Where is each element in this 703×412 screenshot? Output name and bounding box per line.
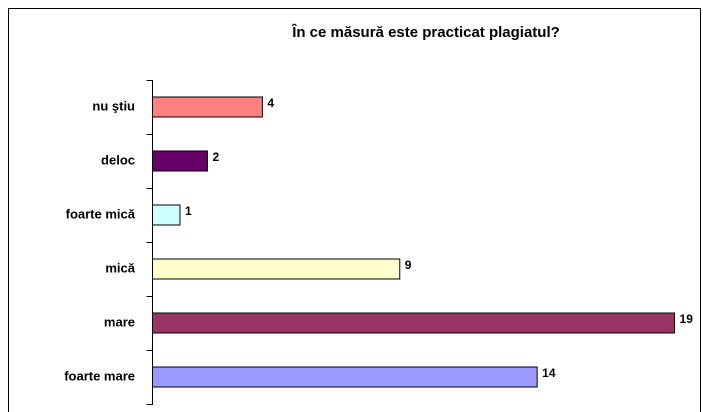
value-label: 9 <box>405 258 412 272</box>
bar <box>152 258 401 280</box>
y-tick-label: mică <box>105 260 135 275</box>
y-tick-label: foarte mică <box>66 206 136 221</box>
y-tick-label: deloc <box>101 152 135 167</box>
bar <box>152 312 676 334</box>
chart-border <box>8 8 701 412</box>
bar <box>152 366 538 388</box>
bar <box>152 96 263 118</box>
y-tick-label: mare <box>104 314 135 329</box>
value-label: 14 <box>542 366 556 380</box>
bar <box>152 204 181 226</box>
value-label: 2 <box>212 150 219 164</box>
y-tick-label: foarte mare <box>64 368 135 383</box>
value-label: 1 <box>185 204 192 218</box>
value-label: 4 <box>267 96 274 110</box>
value-label: 19 <box>680 312 694 326</box>
bar <box>152 150 208 172</box>
y-tick-label: nu ştiu <box>92 98 135 113</box>
chart-title: În ce măsură este practicat plagiatul? <box>291 23 560 41</box>
